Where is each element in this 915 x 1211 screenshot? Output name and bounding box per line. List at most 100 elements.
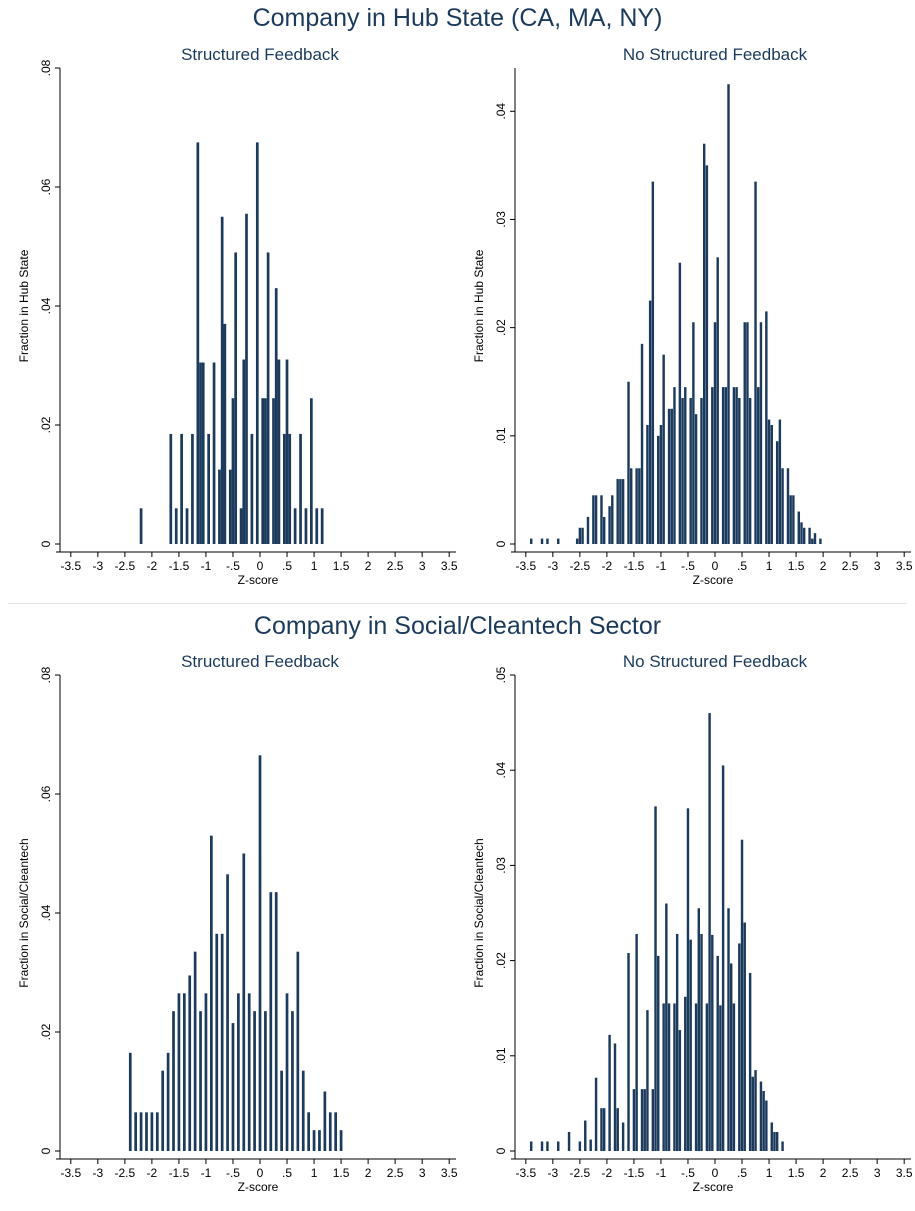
histogram-bar bbox=[657, 955, 660, 1151]
y-tick-label: .02 bbox=[39, 1023, 53, 1040]
histogram-bar bbox=[312, 1130, 316, 1151]
histogram-bar bbox=[594, 495, 598, 544]
section-title-hub-state: Company in Hub State (CA, MA, NY) bbox=[252, 4, 663, 32]
histogram-bar bbox=[667, 408, 671, 544]
histogram-bar bbox=[797, 511, 800, 544]
histogram-bar bbox=[134, 1112, 138, 1151]
histogram-bar bbox=[223, 323, 227, 544]
histogram-bar bbox=[174, 508, 178, 544]
x-tick-label: 1.5 bbox=[333, 559, 350, 573]
histogram-bar bbox=[594, 1077, 598, 1151]
x-axis-title: Z-score bbox=[693, 573, 734, 587]
histogram-bar bbox=[621, 1122, 625, 1151]
x-tick-label: 3.5 bbox=[441, 559, 458, 573]
histogram-bar bbox=[546, 538, 549, 544]
histogram-bar bbox=[204, 993, 208, 1151]
histogram-bar bbox=[700, 397, 703, 544]
histogram-bar bbox=[258, 755, 262, 1151]
histogram-bar bbox=[296, 951, 300, 1151]
histogram-bar bbox=[708, 713, 711, 1151]
histogram-bar bbox=[778, 419, 782, 544]
histogram-bar bbox=[266, 252, 270, 544]
histogram-bar bbox=[727, 908, 730, 1151]
histogram-bar bbox=[272, 398, 275, 544]
histogram-bar bbox=[802, 527, 806, 544]
histogram-bar bbox=[608, 1034, 611, 1151]
histogram-bar bbox=[145, 1112, 148, 1151]
y-tick-label: .04 bbox=[494, 762, 508, 779]
histogram-bar bbox=[166, 1052, 170, 1151]
histogram-bar bbox=[662, 354, 665, 544]
histogram-bar bbox=[705, 1003, 709, 1151]
histogram-bar bbox=[740, 839, 744, 1151]
x-tick-label: -3 bbox=[548, 1166, 559, 1180]
histogram-bar bbox=[196, 142, 200, 544]
x-tick-label: 0 bbox=[712, 559, 719, 573]
y-tick-label: .08 bbox=[39, 59, 53, 76]
histogram-bar bbox=[746, 322, 749, 544]
subplot-title: No Structured Feedback bbox=[623, 652, 808, 671]
subplot-title: Structured Feedback bbox=[181, 652, 339, 671]
histogram-bar bbox=[191, 433, 194, 544]
histogram-bar bbox=[719, 1005, 722, 1151]
histogram-bar bbox=[185, 508, 189, 544]
histogram-bar bbox=[315, 508, 319, 544]
histogram-bar bbox=[264, 398, 267, 544]
x-tick-label: 2.5 bbox=[387, 559, 404, 573]
histogram-bar bbox=[567, 1131, 571, 1151]
histogram-bar bbox=[681, 397, 684, 544]
histogram-bar bbox=[578, 1141, 582, 1151]
histogram-bar bbox=[640, 343, 644, 544]
y-tick-label: .03 bbox=[494, 211, 508, 228]
histogram-bar bbox=[659, 425, 663, 544]
histogram-bar bbox=[732, 387, 736, 544]
y-tick-label: .06 bbox=[39, 785, 53, 802]
y-tick-label: .04 bbox=[39, 297, 53, 314]
histogram-bar bbox=[280, 1070, 283, 1151]
histogram-bar bbox=[245, 213, 248, 544]
y-tick-label: 0 bbox=[39, 540, 53, 547]
histogram-bar bbox=[727, 84, 730, 545]
histogram-bar bbox=[800, 522, 803, 544]
histogram-bar bbox=[738, 943, 741, 1151]
histogram-bar bbox=[721, 387, 725, 544]
histogram-bar bbox=[643, 1089, 646, 1151]
chart-hub-no-structured: No Structured Feedback0.01.02.03.04-3.5-… bbox=[472, 45, 913, 587]
x-tick-label: 2.5 bbox=[842, 1166, 859, 1180]
histogram-bar bbox=[759, 322, 763, 544]
histogram-bar bbox=[670, 408, 673, 544]
histogram-bar bbox=[323, 1091, 327, 1151]
histogram-bar bbox=[239, 508, 243, 544]
histogram-bar bbox=[285, 993, 289, 1151]
histogram-bar bbox=[210, 835, 213, 1151]
x-tick-label: 3 bbox=[874, 1166, 881, 1180]
histogram-bar bbox=[735, 387, 738, 544]
histogram-bar bbox=[627, 381, 630, 544]
x-tick-label: -1.5 bbox=[624, 559, 645, 573]
histogram-bar bbox=[765, 1100, 768, 1151]
x-tick-label: -3.5 bbox=[515, 559, 536, 573]
x-tick-label: -1 bbox=[201, 1166, 212, 1180]
histogram-bar bbox=[237, 993, 240, 1151]
histogram-bar bbox=[611, 495, 614, 544]
histogram-bar bbox=[770, 425, 773, 544]
histogram-bar bbox=[621, 479, 625, 544]
histogram-bar bbox=[697, 908, 700, 1151]
x-axis-title: Z-score bbox=[238, 1180, 279, 1194]
histogram-bar bbox=[811, 538, 814, 544]
histogram-bar bbox=[234, 252, 238, 544]
histogram-bar bbox=[220, 933, 224, 1151]
x-tick-label: 3.5 bbox=[896, 1166, 913, 1180]
histogram-bar bbox=[757, 387, 760, 544]
y-tick-label: 0 bbox=[494, 540, 508, 547]
x-tick-label: -2.5 bbox=[115, 559, 136, 573]
histogram-bar bbox=[602, 516, 606, 544]
histogram-bar bbox=[318, 1130, 321, 1151]
histogram-bar bbox=[654, 806, 657, 1151]
x-tick-label: -3 bbox=[93, 1166, 104, 1180]
y-tick-label: .06 bbox=[39, 178, 53, 195]
y-tick-label: .01 bbox=[494, 1047, 508, 1064]
x-tick-label: -1.5 bbox=[169, 559, 190, 573]
section-divider bbox=[8, 603, 907, 604]
x-tick-label: 0 bbox=[712, 1166, 719, 1180]
